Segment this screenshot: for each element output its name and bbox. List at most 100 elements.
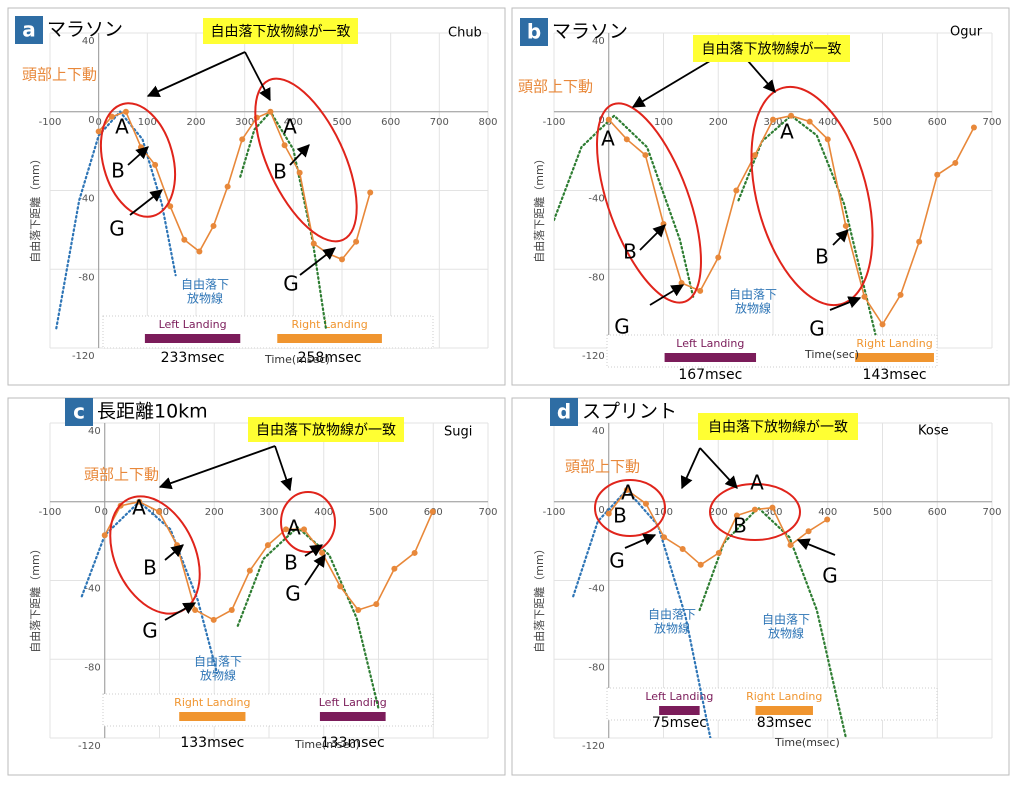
landing-label: Left Landing [159,318,227,331]
y-tick-label: -80 [588,272,604,283]
panel-title: スプリント [582,401,677,423]
y-tick-label: 40 [592,36,605,47]
x-axis-label: Time(msec) [294,738,360,751]
panel: -1000100200300400500600700-120-80-40040L… [511,7,1010,386]
point-label: G [109,217,125,241]
x-tick-label: 400 [284,117,303,128]
panel: -1000100200300400500600700800-120-80-400… [7,7,506,386]
head-point [952,159,959,166]
arrow [244,51,271,102]
panel-frame [511,7,1010,386]
panel-badge [15,16,43,44]
head-point [751,152,758,159]
head-point [181,236,188,243]
head-point [108,113,115,120]
head-point [122,108,129,115]
x-tick-label: 400 [818,117,837,128]
point-label: G [142,619,158,643]
highlight-ellipse [596,102,702,304]
y-axis-label: 自由落下距離（mm） [532,543,546,652]
arrow [158,445,276,490]
arrow [299,247,336,276]
y-tick-label: 40 [88,426,101,437]
head-point [897,291,904,298]
head-point [411,549,418,556]
point-label: G [822,564,838,588]
head-point [95,128,102,135]
x-tick-label: 100 [654,117,673,128]
head-point [373,601,380,608]
head-point [970,124,977,131]
x-tick-label: 500 [873,117,892,128]
head-point [642,500,649,507]
head-point [751,506,758,513]
head-point [301,526,308,533]
panel: -1000100200300400500600700-120-80-40040R… [7,397,506,776]
callout-box [203,18,358,44]
duration-label: 233msec [161,350,225,366]
x-tick-label: 300 [259,507,278,518]
y-tick-label: 0 [94,505,100,516]
head-point [916,238,923,245]
arrow [146,51,246,98]
head-point [879,321,886,328]
point-label: B [273,160,287,184]
point-label: A [621,481,635,505]
point-label: B [143,556,157,580]
duration-label: 143msec [863,367,927,383]
subject-name: Kose [918,424,949,439]
curve-label: 放物線 [654,621,690,636]
head-point [661,534,668,541]
head-point [623,136,630,143]
x-tick-label: -100 [543,507,566,518]
arrow [699,447,738,489]
head-point [769,504,776,511]
highlight-ellipse [709,483,801,541]
head-point [715,549,722,556]
panel-letter: d [557,400,571,424]
duration-label: 167msec [678,367,742,383]
subtitle: 頭部上下動 [565,458,640,476]
x-axis-label: Time(sec) [804,348,859,361]
head-point [281,142,288,149]
curve-label: 放物線 [768,626,804,641]
head-point [605,510,612,517]
subject-name: Ogur [950,25,983,40]
subtitle: 頭部上下動 [84,466,159,484]
arrow [832,229,849,246]
point-label: A [601,127,615,151]
head-point [806,118,813,125]
landing-bar [179,712,246,721]
panel-title: マラソン [47,19,123,41]
x-tick-label: -100 [543,117,566,128]
head-point [136,498,143,505]
callout-text: 自由落下放物線が一致 [256,423,396,439]
x-tick-label: 700 [982,507,1001,518]
head-point [192,607,199,614]
parabola [572,488,712,738]
head-point [196,248,203,255]
point-label: G [809,317,825,341]
point-label: G [614,315,630,339]
head-point [824,516,831,523]
head-point [101,532,108,539]
head-point [824,136,831,143]
head-point [155,508,162,515]
head-point [296,169,303,176]
subject-name: Sugi [444,425,472,440]
point-label: A [750,471,764,495]
landing-bar [664,353,757,362]
x-axis-label: Time(msec) [774,736,840,749]
x-tick-label: 800 [478,117,497,128]
arrow [624,533,657,549]
x-tick-label: 700 [478,507,497,518]
head-point [339,256,345,263]
landing-label: Left Landing [645,690,713,703]
landing-label: Right Landing [856,337,932,350]
callout-text: 自由落下放物線が一致 [211,24,351,40]
point-label: B [623,240,637,264]
point-label: B [284,551,298,575]
landing-bar [277,334,382,343]
y-tick-label: -120 [72,351,95,362]
highlight-ellipse [594,479,666,537]
